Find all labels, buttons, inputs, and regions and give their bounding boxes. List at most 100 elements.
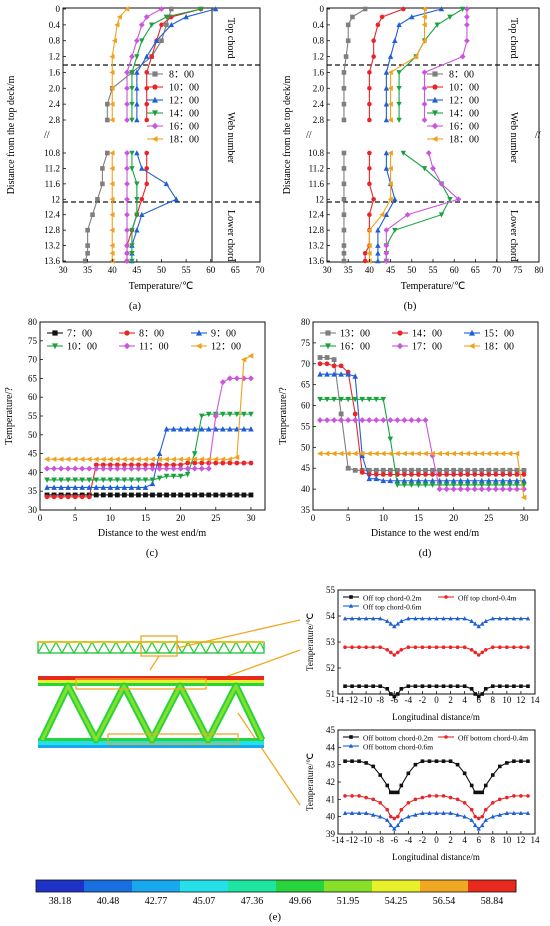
x-tick-label: 10 <box>502 695 512 705</box>
data-point <box>421 117 428 123</box>
data-point <box>409 14 415 20</box>
data-point <box>469 648 474 652</box>
data-point <box>366 467 372 473</box>
data-point <box>107 462 113 468</box>
y-tick-label: 12.4 <box>308 210 324 220</box>
data-point <box>399 783 404 788</box>
data-point <box>156 475 163 482</box>
data-point <box>109 85 115 91</box>
data-point <box>100 477 107 483</box>
legend-label: 14：00 <box>449 109 479 120</box>
y-tick-label: 0 <box>320 4 325 14</box>
y-tick-label: 65 <box>301 380 311 390</box>
data-point <box>107 456 113 463</box>
data-point <box>248 411 254 418</box>
legend-label: 10：00 <box>449 83 479 94</box>
data-point <box>464 477 471 484</box>
series-line <box>320 453 525 498</box>
data-point <box>423 467 428 473</box>
y-tick-label: 10.8 <box>308 148 324 158</box>
data-point <box>105 101 110 107</box>
data-point <box>375 22 381 28</box>
panel-c-ylabel: Temperature/? <box>4 387 15 445</box>
colorbar-label: 40.48 <box>97 896 120 907</box>
data-point <box>129 250 135 257</box>
data-point <box>134 85 140 91</box>
data-point <box>387 450 393 457</box>
data-point <box>457 482 464 488</box>
data-point <box>380 477 387 484</box>
y-tick-label: 35 <box>301 505 311 515</box>
data-point <box>472 472 478 477</box>
data-point <box>441 616 446 621</box>
data-point <box>447 196 453 203</box>
data-point <box>171 492 176 498</box>
data-point <box>447 14 453 20</box>
legend-label: 17：00 <box>412 342 442 353</box>
series-line <box>320 419 524 490</box>
data-point <box>427 684 432 688</box>
data-point <box>241 426 247 432</box>
colorbar-segment <box>420 880 469 892</box>
data-point <box>338 411 344 417</box>
data-point <box>421 85 428 92</box>
data-point <box>136 492 141 498</box>
colorbar-label: 47.36 <box>241 896 264 907</box>
data-point <box>114 22 120 28</box>
data-point <box>338 450 344 457</box>
data-point <box>413 53 419 60</box>
data-point <box>366 227 372 233</box>
data-point <box>109 53 115 60</box>
data-point <box>133 37 140 44</box>
panel-c-series-layer <box>44 353 254 500</box>
data-point <box>352 373 358 379</box>
data-point <box>422 482 429 488</box>
data-point <box>427 759 432 763</box>
data-point <box>350 14 355 20</box>
data-point <box>388 621 393 626</box>
panel-e2-legend: Off bottom chord-0.2m Off bottom chord-0.… <box>343 734 528 752</box>
data-point <box>359 417 366 424</box>
data-point <box>44 456 50 463</box>
data-point <box>107 484 114 490</box>
panel-b-region-top-chord: Top chord <box>508 18 519 59</box>
data-point <box>359 452 366 459</box>
data-point <box>383 250 390 257</box>
data-point <box>129 150 135 156</box>
data-point <box>341 250 347 256</box>
data-point <box>399 807 404 812</box>
data-point <box>383 150 390 156</box>
data-point <box>367 85 372 91</box>
data-point <box>183 14 189 20</box>
data-point <box>519 645 523 649</box>
data-point <box>392 826 397 831</box>
data-point <box>476 816 481 821</box>
panel-a-y-ticks: 0 0.4 0.8 1.2 1.6 2.0 2.4 2.8 10.8 11.2 11.6 12 12.4… <box>44 4 66 266</box>
data-point <box>436 450 442 457</box>
x-tick-label: 14 <box>531 835 541 845</box>
data-point <box>420 810 425 815</box>
data-point <box>420 759 425 763</box>
data-point <box>437 467 442 473</box>
data-point <box>363 616 369 621</box>
data-point <box>331 371 337 377</box>
x-tick-label: 65 <box>231 265 241 275</box>
data-point <box>128 477 135 483</box>
data-point <box>401 6 406 12</box>
y-tick-label: 55 <box>326 585 336 595</box>
data-point <box>421 14 427 20</box>
data-point <box>413 684 418 688</box>
data-point <box>199 492 205 498</box>
colorbar-segment <box>36 880 85 892</box>
y-tick-label: 0.4 <box>313 20 325 30</box>
data-point <box>317 361 323 367</box>
y-tick-label: 51 <box>326 689 335 699</box>
legend-label: 15：00 <box>484 329 514 340</box>
panel-b-y-ticks: 0 0.4 0.8 1.2 1.6 2.0 2.4 2.8 10.8 11.2 11.6 12 12.4… <box>308 4 330 266</box>
data-point <box>506 486 513 493</box>
data-point <box>134 69 140 75</box>
data-point <box>341 85 347 91</box>
y-tick-label: 0.8 <box>313 36 325 46</box>
data-point <box>459 53 466 60</box>
x-tick-label: -10 <box>360 835 372 845</box>
